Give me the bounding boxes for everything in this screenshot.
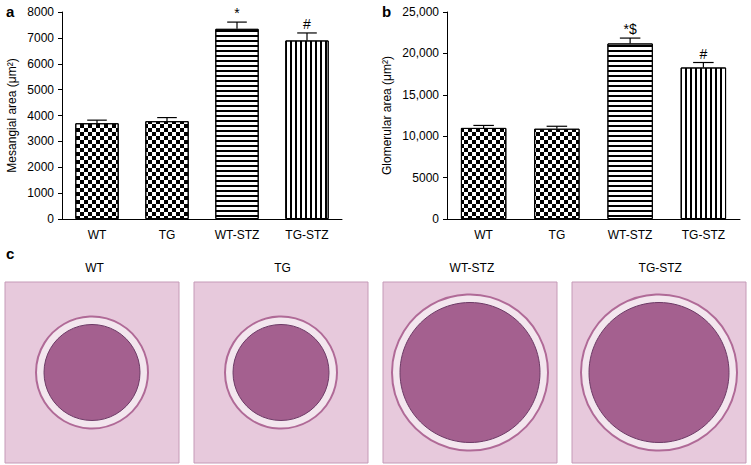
svg-text:0: 0 xyxy=(47,212,54,226)
svg-text:WT: WT xyxy=(474,228,493,242)
svg-text:15,000: 15,000 xyxy=(402,88,439,102)
svg-text:8000: 8000 xyxy=(27,5,54,19)
svg-text:10,000: 10,000 xyxy=(402,129,439,143)
svg-text:5000: 5000 xyxy=(27,83,54,97)
svg-text:25,000: 25,000 xyxy=(402,5,439,19)
svg-text:TG-STZ: TG-STZ xyxy=(285,228,328,242)
svg-text:*$: *$ xyxy=(624,21,637,37)
svg-text:Glomerular area (μm²): Glomerular area (μm²) xyxy=(380,56,394,175)
svg-text:TG: TG xyxy=(159,228,176,242)
svg-text:*: * xyxy=(234,5,240,21)
svg-text:6000: 6000 xyxy=(27,57,54,71)
svg-text:TG-STZ: TG-STZ xyxy=(682,228,725,242)
svg-text:4000: 4000 xyxy=(27,109,54,123)
svg-text:Mesangial area (μm²): Mesangial area (μm²) xyxy=(5,58,19,172)
svg-text:2000: 2000 xyxy=(27,160,54,174)
svg-text:0: 0 xyxy=(432,212,439,226)
svg-text:1000: 1000 xyxy=(27,186,54,200)
svg-text:TG-STZ: TG-STZ xyxy=(639,261,682,275)
svg-text:WT: WT xyxy=(85,261,104,275)
svg-text:20,000: 20,000 xyxy=(402,46,439,60)
svg-text:a: a xyxy=(6,3,15,20)
svg-text:7000: 7000 xyxy=(27,31,54,45)
svg-text:TG: TG xyxy=(274,261,291,275)
svg-text:WT-STZ: WT-STZ xyxy=(450,261,495,275)
svg-text:c: c xyxy=(6,245,14,262)
svg-text:3000: 3000 xyxy=(27,134,54,148)
svg-text:WT-STZ: WT-STZ xyxy=(608,228,653,242)
svg-text:TG: TG xyxy=(549,228,566,242)
svg-text:b: b xyxy=(382,3,391,20)
svg-text:WT: WT xyxy=(88,228,107,242)
svg-text:#: # xyxy=(303,16,311,32)
svg-text:#: # xyxy=(699,46,707,62)
svg-text:5000: 5000 xyxy=(412,171,439,185)
svg-text:WT-STZ: WT-STZ xyxy=(215,228,260,242)
